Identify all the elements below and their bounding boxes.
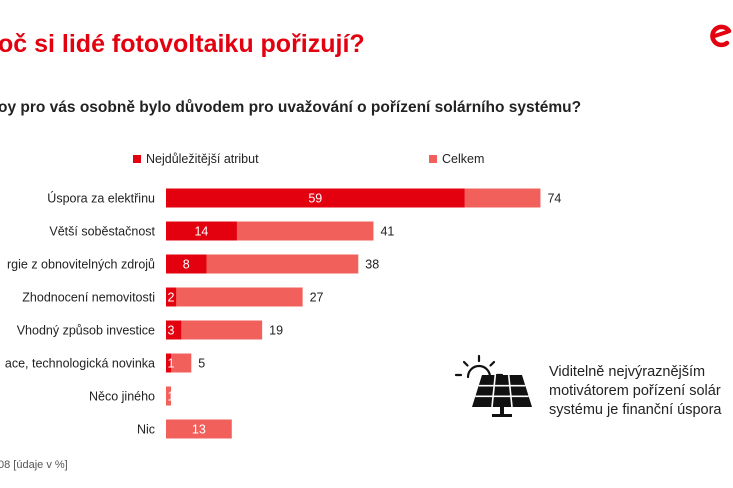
bar-total-label: 5 bbox=[198, 357, 205, 371]
bars: 59 74 14 41 8 38 2 27 3 19 1 5 1 13 bbox=[166, 188, 561, 439]
bar-primary bbox=[166, 188, 465, 208]
e-logo-icon bbox=[710, 24, 732, 48]
legend-swatch bbox=[429, 155, 437, 163]
bar-total-label: 19 bbox=[269, 324, 283, 338]
solar-panel-sun-icon bbox=[454, 354, 532, 417]
bar-total bbox=[166, 320, 263, 340]
page-title: oč si lidé fotovoltaiku pořizují? bbox=[0, 30, 365, 58]
bar-total-inside-label: 1 bbox=[168, 390, 175, 404]
callout-line: motivátorem pořízení solár bbox=[549, 383, 721, 399]
chart-legend: Nejdůležitější atribut Celkem bbox=[133, 152, 484, 166]
bar-primary-label: 3 bbox=[168, 324, 175, 338]
legend-label: Celkem bbox=[442, 152, 484, 166]
callout-text: Viditelně nejvýraznějším motivátorem poř… bbox=[549, 363, 733, 420]
category-label: ace, technologická novinka bbox=[5, 357, 155, 371]
bar-total-label: 38 bbox=[365, 258, 379, 272]
bar-primary-label: 1 bbox=[168, 357, 175, 371]
callout-line: Viditelně nejvýraznějším bbox=[549, 364, 706, 380]
category-label: Úspora za elektřinu bbox=[47, 191, 155, 206]
bar-primary-label: 59 bbox=[308, 192, 322, 206]
bar-primary-label: 2 bbox=[168, 291, 175, 305]
bar-primary bbox=[166, 254, 207, 274]
category-label: Něco jiného bbox=[89, 390, 155, 404]
bar-total bbox=[166, 353, 192, 373]
bar-primary bbox=[166, 287, 177, 307]
bar-total bbox=[166, 254, 359, 274]
bar-total bbox=[166, 386, 172, 406]
bar-total-label: 74 bbox=[547, 192, 561, 206]
bar-primary bbox=[166, 221, 237, 241]
footnote: 08 [údaje v %] bbox=[0, 459, 68, 471]
bar-chart: Nejdůležitější atribut Celkem Úspora za e… bbox=[5, 152, 561, 439]
survey-question: oy pro vás osobně bylo důvodem pro uvažo… bbox=[0, 99, 582, 116]
bar-total bbox=[166, 287, 303, 307]
bar-total bbox=[166, 419, 232, 439]
category-label: Zhodnocení nemovitosti bbox=[22, 291, 155, 305]
bar-primary bbox=[166, 320, 182, 340]
legend-swatch bbox=[133, 155, 141, 163]
bar-total-label: 27 bbox=[310, 291, 324, 305]
bar-total-inside-label: 13 bbox=[192, 423, 206, 437]
callout-line: systému je finanční úspora bbox=[549, 402, 722, 418]
bar-primary bbox=[166, 353, 172, 373]
bar-total-label: 41 bbox=[380, 225, 394, 239]
category-label: Vhodný způsob investice bbox=[17, 324, 155, 338]
category-label: rgie z obnovitelných zdrojů bbox=[7, 258, 155, 272]
bar-primary-label: 14 bbox=[194, 225, 208, 239]
category-label: Větší soběstačnost bbox=[49, 225, 155, 239]
legend-label: Nejdůležitější atribut bbox=[146, 152, 259, 166]
category-labels: Úspora za elektřinu Větší soběstačnost rgi… bbox=[5, 191, 156, 437]
category-label: Nic bbox=[137, 423, 155, 437]
bar-primary-label: 8 bbox=[183, 258, 190, 272]
